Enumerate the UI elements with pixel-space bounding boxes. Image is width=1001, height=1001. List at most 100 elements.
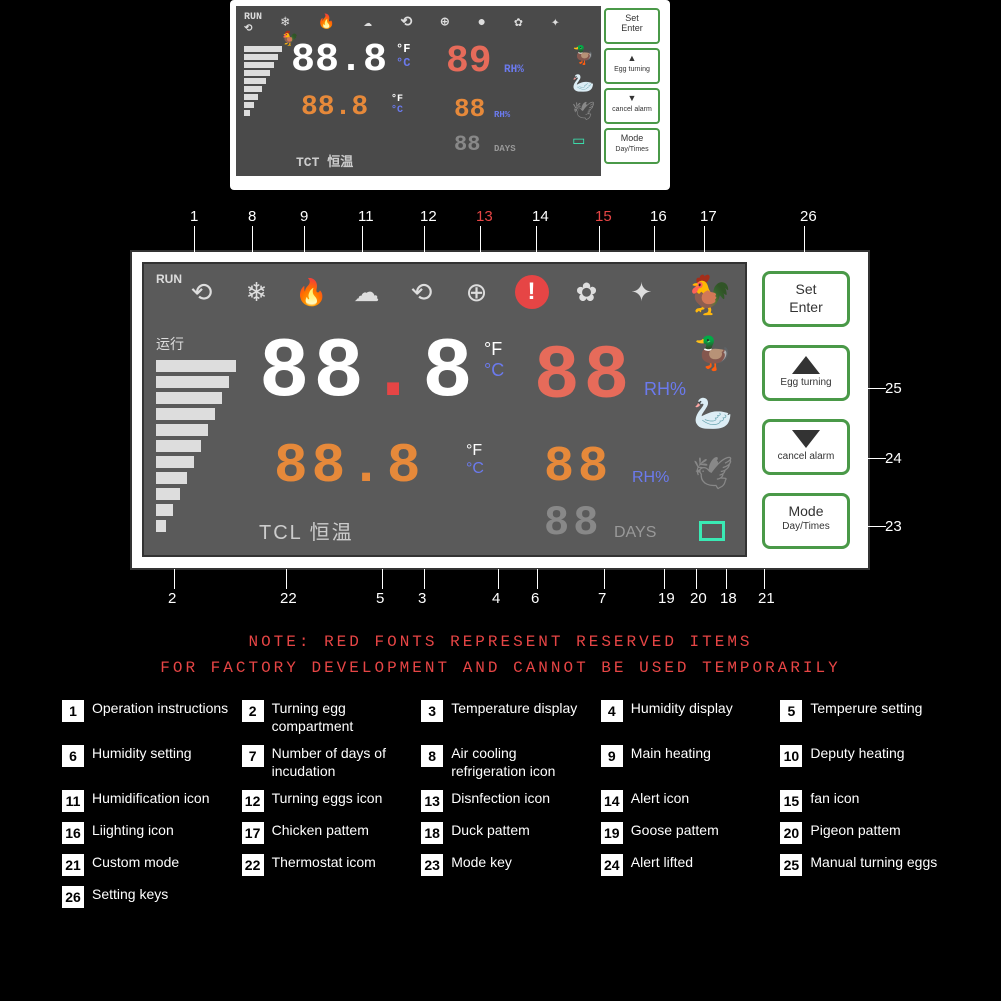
callout-11: 11 bbox=[358, 208, 374, 225]
top-days: 88 bbox=[454, 132, 480, 157]
legend-item-6: 6Humidity setting bbox=[62, 745, 234, 780]
callout-5: 5 bbox=[376, 590, 384, 607]
hum-unit: RH% bbox=[644, 379, 686, 400]
legend-item-14: 14Alert icon bbox=[601, 790, 773, 812]
legend-item-4: 4Humidity display bbox=[601, 700, 773, 735]
callout-9: 9 bbox=[300, 208, 308, 225]
callout-12: 12 bbox=[420, 208, 437, 225]
main-screen: RUN ⟲ ❄ 🔥 ☁ ⟲ ⊕ ! ✿ ✦ 运行 88.8 °F°C 88 RH… bbox=[142, 262, 747, 557]
callout-22: 22 bbox=[280, 590, 297, 607]
custom-icon bbox=[699, 521, 725, 541]
top-temp2: 88.8 bbox=[301, 92, 368, 123]
legend-item-11: 11Humidification icon bbox=[62, 790, 234, 812]
sub-temp: 88.8 bbox=[274, 434, 424, 498]
tcl-label: TCL 恒温 bbox=[259, 516, 354, 545]
legend-item-7: 7Number of days of incudation bbox=[242, 745, 414, 780]
alert-icon: ! bbox=[504, 275, 559, 309]
legend-item-23: 23Mode key bbox=[421, 854, 593, 876]
callout-2: 2 bbox=[168, 590, 176, 607]
rain-icon: ☁ bbox=[339, 277, 394, 308]
icon-row: ⟲ ❄ 🔥 ☁ ⟲ ⊕ ! ✿ ✦ bbox=[154, 272, 735, 312]
legend-item-8: 8Air cooling refrigeration icon bbox=[421, 745, 593, 780]
legend-item-12: 12Turning eggs icon bbox=[242, 790, 414, 812]
top-buttons: SetEnter ▲Egg turning ▼cancel alarm Mode… bbox=[604, 6, 664, 168]
legend-item-2: 2Turning egg compartment bbox=[242, 700, 414, 735]
light-icon: ✦ bbox=[614, 277, 669, 308]
main-hum: 88 bbox=[534, 334, 633, 420]
callout-21: 21 bbox=[758, 590, 775, 607]
pigeon-icon: 🕊 bbox=[692, 454, 733, 492]
turn-icon: ⟲ bbox=[394, 277, 449, 308]
legend-item-26: 26Setting keys bbox=[62, 886, 234, 908]
bar-stack: 运行 bbox=[156, 334, 236, 536]
legend-item-16: 16Liighting icon bbox=[62, 822, 234, 844]
bars-label: 运行 bbox=[156, 334, 236, 354]
callout-25: 25 bbox=[885, 380, 902, 397]
top-tcl: TCT 恒温 bbox=[296, 151, 353, 170]
top-hum2: 88 bbox=[454, 94, 485, 124]
chicken-icon: 🐓 bbox=[686, 274, 733, 318]
top-set-btn[interactable]: SetEnter bbox=[604, 8, 660, 44]
legend-item-9: 9Main heating bbox=[601, 745, 773, 780]
snow-icon: ❄ bbox=[229, 277, 284, 308]
legend-item-19: 19Goose pattem bbox=[601, 822, 773, 844]
top-screen: RUN⟲ ❄ 🔥 ☁ ⟲ ⊕ ● ✿ ✦ 🐓 88.8 °F°C 89 RH% … bbox=[236, 6, 601, 176]
callout-14: 14 bbox=[532, 208, 549, 225]
legend-item-21: 21Custom mode bbox=[62, 854, 234, 876]
legend-item-22: 22Thermostat icom bbox=[242, 854, 414, 876]
legend-item-24: 24Alert lifted bbox=[601, 854, 773, 876]
legend-item-18: 18Duck pattem bbox=[421, 822, 593, 844]
temp-units: °F°C bbox=[484, 339, 504, 381]
button-column: Set Enter Egg turning cancel alarm Mode … bbox=[747, 262, 857, 558]
main-device: RUN ⟲ ❄ 🔥 ☁ ⟲ ⊕ ! ✿ ✦ 运行 88.8 °F°C 88 RH… bbox=[130, 250, 870, 570]
sub-hum-unit: RH% bbox=[632, 469, 669, 487]
callout-24: 24 bbox=[885, 450, 902, 467]
recycle-icon: ⟲ bbox=[174, 277, 229, 308]
top-run: RUN⟲ bbox=[244, 12, 262, 35]
callout-7: 7 bbox=[598, 590, 606, 607]
callout-13: 13 bbox=[476, 208, 493, 225]
days-val: 88 bbox=[544, 499, 602, 547]
mode-button[interactable]: Mode Day/Times bbox=[762, 493, 850, 549]
callout-4: 4 bbox=[492, 590, 500, 607]
callout-3: 3 bbox=[418, 590, 426, 607]
note-text: NOTE: RED FONTS REPRESENT RESERVED ITEMS… bbox=[0, 630, 1001, 681]
set-button[interactable]: Set Enter bbox=[762, 271, 850, 327]
callout-17: 17 bbox=[700, 208, 717, 225]
callout-18: 18 bbox=[720, 590, 737, 607]
top-temp1: 88.8 bbox=[291, 38, 387, 83]
main-temp: 88.8 bbox=[259, 326, 477, 421]
days-label: DAYS bbox=[614, 524, 656, 542]
legend-item-25: 25Manual turning eggs bbox=[780, 854, 952, 876]
legend-grid: 1Operation instructions2Turning egg comp… bbox=[62, 700, 952, 908]
legend-item-10: 10Deputy heating bbox=[780, 745, 952, 780]
top-mode-btn[interactable]: ModeDay/Times bbox=[604, 128, 660, 164]
callout-8: 8 bbox=[248, 208, 256, 225]
callout-19: 19 bbox=[658, 590, 675, 607]
legend-item-3: 3Temperature display bbox=[421, 700, 593, 735]
callout-23: 23 bbox=[885, 518, 902, 535]
legend-item-20: 20Pigeon pattem bbox=[780, 822, 952, 844]
callout-20: 20 bbox=[690, 590, 707, 607]
plus-icon: ⊕ bbox=[449, 277, 504, 308]
fan-icon: ✿ bbox=[559, 277, 614, 308]
top-up-btn[interactable]: ▲Egg turning bbox=[604, 48, 660, 84]
legend-item-1: 1Operation instructions bbox=[62, 700, 234, 735]
legend-item-5: 5Temperure setting bbox=[780, 700, 952, 735]
down-button[interactable]: cancel alarm bbox=[762, 419, 850, 475]
callout-1: 1 bbox=[190, 208, 198, 225]
top-device-preview: RUN⟲ ❄ 🔥 ☁ ⟲ ⊕ ● ✿ ✦ 🐓 88.8 °F°C 89 RH% … bbox=[230, 0, 670, 190]
legend-item-13: 13Disnfection icon bbox=[421, 790, 593, 812]
sub-hum: 88 bbox=[544, 439, 612, 496]
callout-26: 26 bbox=[800, 208, 817, 225]
sub-temp-units: °F°C bbox=[466, 442, 484, 478]
callout-16: 16 bbox=[650, 208, 667, 225]
goose-icon: 🦢 bbox=[693, 394, 733, 432]
duck-icon: 🦆 bbox=[693, 334, 733, 372]
top-dn-btn[interactable]: ▼cancel alarm bbox=[604, 88, 660, 124]
legend-item-17: 17Chicken pattem bbox=[242, 822, 414, 844]
fire-icon: 🔥 bbox=[284, 277, 339, 308]
callout-6: 6 bbox=[531, 590, 539, 607]
up-button[interactable]: Egg turning bbox=[762, 345, 850, 401]
legend-item-15: 15fan icon bbox=[780, 790, 952, 812]
